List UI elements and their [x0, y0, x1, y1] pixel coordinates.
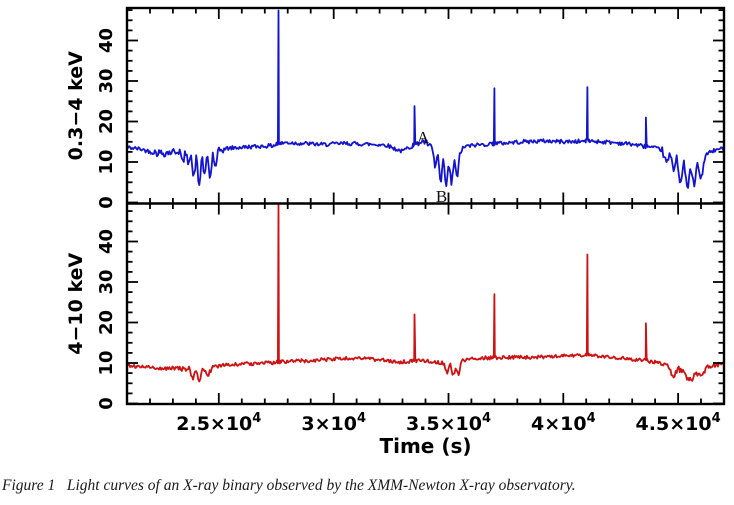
annotation-a: A	[417, 128, 430, 147]
x-tick-label: 4.5×104	[636, 411, 721, 435]
lightcurve-top-series	[127, 9, 724, 189]
figure-caption: Figure 1 Light curves of an X-ray binary…	[2, 477, 576, 494]
y-tick-label: 10	[96, 149, 117, 174]
y-tick-label: 20	[96, 109, 117, 134]
y-tick-label: 10	[96, 350, 117, 375]
light-curves-chart: 0 10 20 30 40 0.3−4 keV A B 0 10 20 30 40 4−10 keV 2.5…	[65, 6, 726, 458]
y-tick-label: 0	[96, 196, 117, 209]
y-tick-label: 40	[96, 28, 117, 53]
x-tick-label: 2.5×104	[176, 411, 261, 435]
top-panel-ylabel: 0.3−4 keV	[65, 51, 87, 160]
x-tick-label: 4×104	[531, 411, 596, 435]
lightcurve-bottom-series	[127, 204, 724, 383]
y-tick-label: 30	[96, 269, 117, 294]
y-tick-label: 20	[96, 310, 117, 335]
x-axis-title: Time (s)	[379, 434, 471, 458]
bottom-panel-ylabel: 4−10 keV	[65, 253, 87, 355]
y-tick-label: 40	[96, 229, 117, 254]
annotation-b: B	[436, 187, 447, 206]
y-tick-label: 30	[96, 68, 117, 93]
x-tick-label: 3×104	[301, 411, 366, 435]
y-tick-label: 0	[96, 397, 117, 410]
x-tick-label: 3.5×104	[406, 411, 491, 435]
